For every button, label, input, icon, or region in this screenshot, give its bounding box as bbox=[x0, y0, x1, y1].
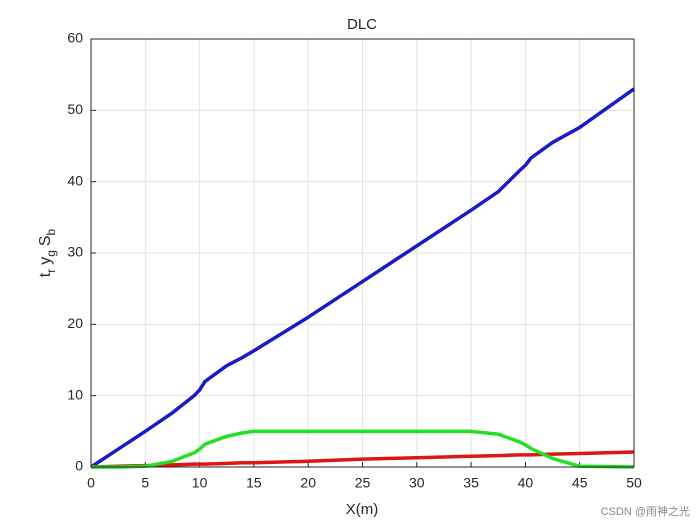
x-tick-label: 45 bbox=[572, 475, 588, 491]
series-line bbox=[90, 87, 636, 469]
x-tick-label: 15 bbox=[246, 475, 262, 491]
x-tick-label: 25 bbox=[355, 475, 371, 491]
x-tick-label: 35 bbox=[463, 475, 479, 491]
x-tick-label: 40 bbox=[518, 475, 534, 491]
x-tick-label: 0 bbox=[87, 475, 95, 491]
y-tick-label: 50 bbox=[67, 101, 83, 117]
y-label-sub: b bbox=[44, 228, 58, 235]
y-tick-label: 20 bbox=[67, 315, 83, 331]
y-label-sub: r bbox=[44, 269, 58, 273]
x-tick-label: 20 bbox=[300, 475, 316, 491]
series-line bbox=[91, 429, 635, 469]
x-tick-label: 30 bbox=[409, 475, 425, 491]
y-tick-label: 0 bbox=[75, 458, 83, 474]
series-line bbox=[90, 450, 635, 469]
chart-title: DLC bbox=[347, 16, 377, 33]
y-label-sub: g bbox=[44, 250, 58, 257]
y-tick-label: 60 bbox=[67, 30, 83, 46]
x-tick-label: 5 bbox=[141, 475, 149, 491]
axes-box bbox=[90, 38, 635, 468]
x-tick-label: 10 bbox=[192, 475, 208, 491]
y-label-part: y bbox=[37, 257, 54, 265]
y-label-part: t bbox=[37, 272, 54, 277]
y-label-part: S bbox=[37, 235, 54, 246]
x-tick-label: 50 bbox=[626, 475, 642, 491]
y-axis-label: trygSb bbox=[37, 228, 58, 277]
watermark: CSDN @雨神之光 bbox=[601, 504, 690, 518]
y-tick-label: 30 bbox=[67, 244, 83, 260]
y-tick-label: 40 bbox=[67, 172, 83, 188]
x-axis-label: X(m) bbox=[346, 501, 379, 518]
y-tick-label: 10 bbox=[67, 386, 83, 402]
